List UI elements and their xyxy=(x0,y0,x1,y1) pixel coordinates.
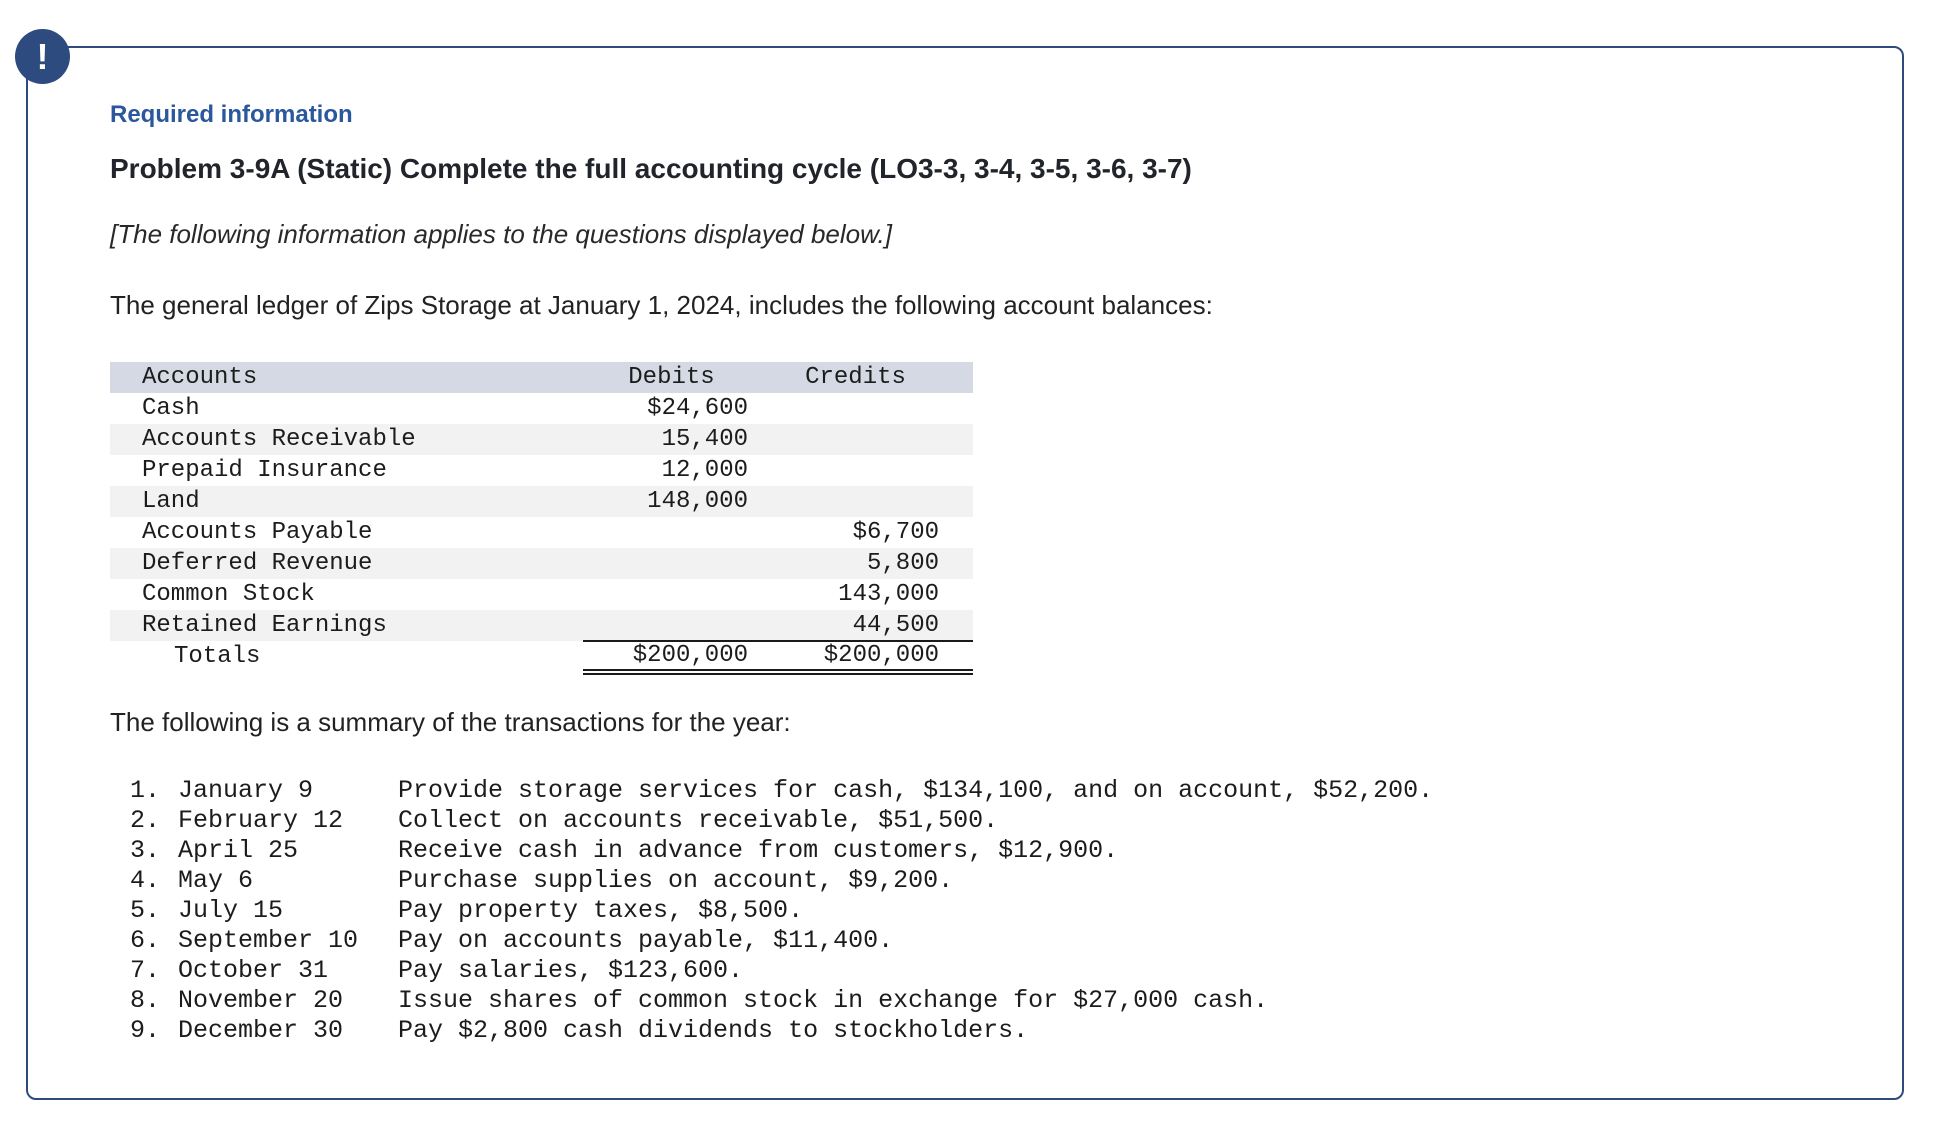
ledger-table: Accounts Debits Credits Cash $24,600 Acc… xyxy=(110,362,973,675)
transaction-description: Pay $2,800 cash dividends to stockholder… xyxy=(398,1016,1029,1045)
transaction-date: November 20 xyxy=(178,986,344,1015)
ledger-intro-text: The general ledger of Zips Storage at Ja… xyxy=(110,290,1213,320)
alert-exclamation-icon: ! xyxy=(15,29,70,84)
transaction-number: 9. xyxy=(130,1016,161,1045)
transaction-description: Pay on accounts payable, $11,400. xyxy=(398,926,894,955)
transaction-date: July 15 xyxy=(178,896,284,925)
accounts-column-header: Accounts xyxy=(110,362,583,393)
account-name: Accounts Payable xyxy=(142,519,373,546)
ledger-header-row: Accounts Debits Credits xyxy=(110,362,973,393)
transaction-date: February 12 xyxy=(178,806,344,835)
credit-value xyxy=(760,424,973,455)
debit-value: 148,000 xyxy=(647,488,748,515)
transaction-date: April 25 xyxy=(178,836,299,865)
debits-column-header: Debits xyxy=(583,362,760,393)
problem-title: Problem 3-9A (Static) Complete the full … xyxy=(110,153,1192,184)
transaction-description: Pay property taxes, $8,500. xyxy=(398,896,804,925)
list-item: 3. April 25 Receive cash in advance from… xyxy=(130,836,1433,866)
table-row: Cash $24,600 xyxy=(110,393,973,424)
list-item: 1. January 9 Provide storage services fo… xyxy=(130,776,1433,806)
table-row: Retained Earnings 44,500 xyxy=(110,610,973,641)
debit-value xyxy=(583,548,760,579)
list-item: 9. December 30 Pay $2,800 cash dividends… xyxy=(130,1016,1433,1046)
list-item: 2. February 12 Collect on accounts recei… xyxy=(130,806,1433,836)
table-row: Prepaid Insurance 12,000 xyxy=(110,455,973,486)
debit-value xyxy=(583,610,760,641)
transaction-description: Collect on accounts receivable, $51,500. xyxy=(398,806,999,835)
account-name: Common Stock xyxy=(142,581,315,608)
transaction-description: Provide storage services for cash, $134,… xyxy=(398,776,1434,805)
account-name: Retained Earnings xyxy=(142,612,387,639)
transaction-number: 2. xyxy=(130,806,161,835)
transaction-date: October 31 xyxy=(178,956,329,985)
account-name: Prepaid Insurance xyxy=(142,457,387,484)
credit-value: 44,500 xyxy=(852,611,939,639)
transaction-description: Pay salaries, $123,600. xyxy=(398,956,744,985)
alert-glyph: ! xyxy=(36,35,49,77)
transaction-number: 1. xyxy=(130,776,161,805)
totals-row: Totals $200,000 $200,000 xyxy=(110,640,973,675)
debit-value: $24,600 xyxy=(647,395,748,422)
transaction-number: 5. xyxy=(130,896,161,925)
account-name: Deferred Revenue xyxy=(142,550,373,577)
transaction-description: Issue shares of common stock in exchange… xyxy=(398,986,1269,1015)
debit-value: 15,400 xyxy=(661,426,748,453)
credit-value xyxy=(760,486,973,517)
list-item: 5. July 15 Pay property taxes, $8,500. xyxy=(130,896,1433,926)
credit-value: 5,800 xyxy=(866,550,939,577)
list-item: 8. November 20 Issue shares of common st… xyxy=(130,986,1433,1016)
table-row: Accounts Receivable 15,400 xyxy=(110,424,973,455)
credit-value: $6,700 xyxy=(852,519,939,546)
transaction-number: 3. xyxy=(130,836,161,865)
table-row: Accounts Payable $6,700 xyxy=(110,517,973,548)
list-item: 4. May 6 Purchase supplies on account, $… xyxy=(130,866,1433,896)
credits-column-header: Credits xyxy=(760,362,973,393)
account-name: Land xyxy=(142,488,200,515)
transaction-description: Receive cash in advance from customers, … xyxy=(398,836,1119,865)
debit-value xyxy=(583,517,760,548)
debit-value xyxy=(583,579,760,610)
credit-value: 143,000 xyxy=(838,581,939,608)
transaction-number: 7. xyxy=(130,956,161,985)
transaction-number: 8. xyxy=(130,986,161,1015)
list-item: 7. October 31 Pay salaries, $123,600. xyxy=(130,956,1433,986)
transaction-date: May 6 xyxy=(178,866,254,895)
transactions-summary-heading: The following is a summary of the transa… xyxy=(110,707,791,737)
transaction-description: Purchase supplies on account, $9,200. xyxy=(398,866,954,895)
applies-note: [The following information applies to th… xyxy=(110,219,892,249)
credit-value xyxy=(760,455,973,486)
table-row: Common Stock 143,000 xyxy=(110,579,973,610)
transactions-list: 1. January 9 Provide storage services fo… xyxy=(130,776,1433,1046)
totals-label: Totals xyxy=(174,643,261,670)
account-name: Accounts Receivable xyxy=(142,426,416,453)
totals-debit: $200,000 xyxy=(583,640,760,675)
transaction-date: December 30 xyxy=(178,1016,344,1045)
transaction-number: 4. xyxy=(130,866,161,895)
table-row: Land 148,000 xyxy=(110,486,973,517)
transaction-number: 6. xyxy=(130,926,161,955)
transaction-date: September 10 xyxy=(178,926,359,955)
list-item: 6. September 10 Pay on accounts payable,… xyxy=(130,926,1433,956)
required-information-panel xyxy=(26,46,1904,1100)
totals-credit: $200,000 xyxy=(760,640,973,675)
debit-value: 12,000 xyxy=(661,457,748,484)
account-name: Cash xyxy=(142,395,200,422)
credit-value xyxy=(760,393,973,424)
transaction-date: January 9 xyxy=(178,776,314,805)
table-row: Deferred Revenue 5,800 xyxy=(110,548,973,579)
required-information-label: Required information xyxy=(110,101,353,128)
